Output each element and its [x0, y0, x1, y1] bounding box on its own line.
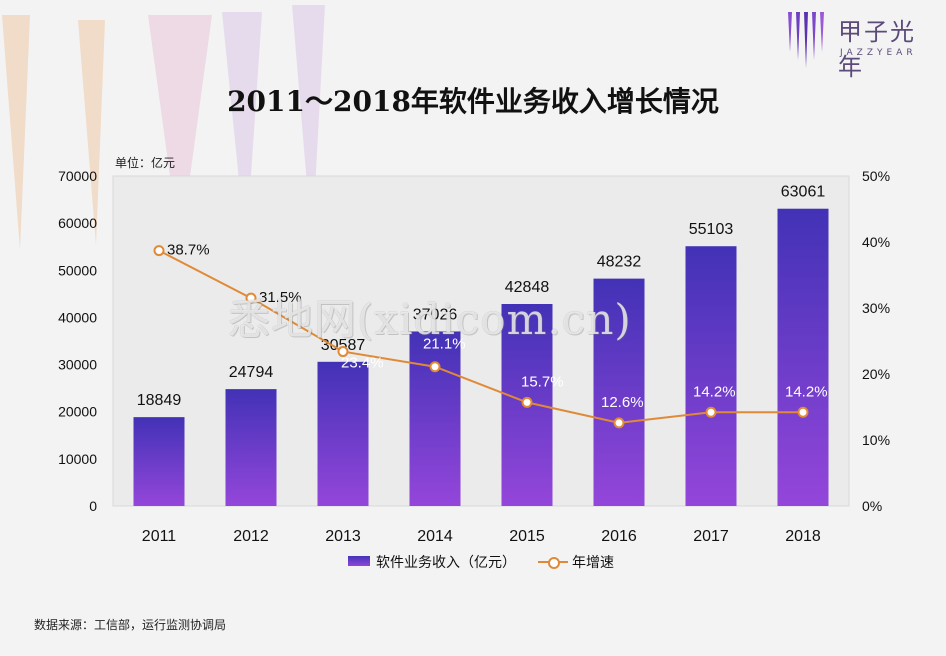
bar-value-label: 30587 — [321, 337, 366, 354]
background-decoration — [2, 5, 325, 250]
line-point — [245, 292, 257, 304]
x-tick-label: 2018 — [785, 528, 821, 545]
company-logo: 甲子光年 JAZZYEAR — [786, 8, 936, 81]
x-tick-label: 2013 — [325, 528, 361, 545]
bar-value-label: 48232 — [597, 254, 642, 271]
line-value-label: 12.6% — [601, 394, 644, 411]
x-tick-label: 2011 — [142, 528, 177, 545]
logo-text-en: JAZZYEAR — [840, 48, 917, 58]
bar-value-label: 42848 — [505, 279, 550, 296]
line-point — [613, 417, 625, 429]
combo-chart: 0 10000 20000 30000 40000 50000 60000 70000 0% 1… — [58, 168, 890, 545]
x-tick-label: 2014 — [417, 528, 453, 545]
bar — [777, 208, 829, 506]
line-point — [429, 361, 441, 373]
unit-label: 单位：亿元 — [115, 156, 176, 170]
y-right-tick-label: 20% — [862, 366, 890, 382]
line-point — [337, 346, 349, 358]
legend-marker-growth — [548, 557, 560, 569]
bar — [409, 331, 461, 506]
line-point — [153, 245, 165, 257]
y-left-tick-label: 0 — [89, 498, 97, 514]
line-value-label: 14.2% — [785, 383, 828, 400]
legend-label-growth: 年增速 — [572, 555, 614, 571]
bar — [225, 389, 277, 506]
y-right-tick-label: 0% — [862, 498, 882, 514]
y-right-tick-label: 30% — [862, 300, 890, 316]
line-value-label: 14.2% — [693, 383, 736, 400]
y-right-tick-label: 40% — [862, 234, 890, 250]
bar-value-label: 18849 — [137, 392, 182, 409]
bar-value-label: 55103 — [689, 221, 734, 238]
bar — [685, 246, 737, 507]
line-point — [797, 406, 809, 418]
line-value-label: 31.5% — [259, 289, 302, 306]
y-left-tick-label: 40000 — [58, 309, 97, 325]
y-left-tick-label: 30000 — [58, 357, 97, 373]
x-tick-label: 2016 — [601, 528, 637, 545]
line-value-label: 38.7% — [167, 242, 210, 259]
y-right-tick-label: 50% — [862, 168, 890, 184]
bar — [593, 278, 645, 506]
line-value-label: 21.1% — [423, 336, 466, 353]
y-left-tick-label: 20000 — [58, 404, 97, 420]
y-left-tick-label: 10000 — [58, 451, 97, 467]
y-left-tick-label: 60000 — [58, 215, 97, 231]
legend-swatch-revenue — [348, 556, 370, 566]
y-left-tick-label: 70000 — [58, 168, 97, 184]
chart-title: 2011～2018年软件业务收入增长情况 — [227, 85, 719, 118]
data-source: 数据来源：工信部，运行监测协调局 — [34, 618, 227, 632]
line-point — [705, 406, 717, 418]
legend-item-growth: 年增速 — [538, 552, 614, 572]
bar — [133, 417, 185, 506]
bar-value-label: 63061 — [781, 184, 826, 201]
legend-item-revenue: 软件业务收入（亿元） — [348, 552, 516, 572]
bar-value-label: 24794 — [229, 364, 274, 381]
logo-text-cn: 甲子光年 — [838, 18, 916, 81]
logo-mark-icon — [788, 12, 824, 68]
y-right-tick-label: 10% — [862, 432, 890, 448]
line-value-label: 23.4% — [341, 355, 384, 372]
line-point — [521, 396, 533, 408]
watermark: 悉地网(xidicom.cn) — [228, 295, 632, 344]
x-tick-label: 2012 — [233, 528, 269, 545]
line-value-label: 15.7% — [521, 373, 564, 390]
bar — [317, 361, 369, 506]
legend-label-revenue: 软件业务收入（亿元） — [376, 555, 516, 571]
bar-value-label: 37026 — [413, 306, 458, 323]
y-left-tick-label: 50000 — [58, 262, 97, 278]
x-tick-label: 2015 — [509, 528, 545, 545]
growth-rate-line — [158, 249, 803, 424]
x-tick-label: 2017 — [693, 528, 729, 545]
